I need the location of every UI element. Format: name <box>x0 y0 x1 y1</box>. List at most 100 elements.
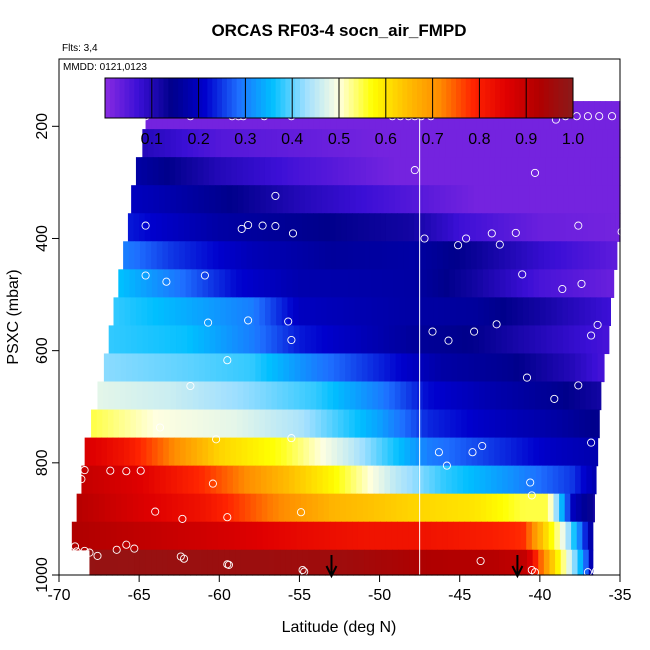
heatmap-cell <box>599 213 606 242</box>
heatmap-cell <box>552 465 559 495</box>
sample-point <box>530 168 540 177</box>
heatmap-cell <box>242 409 249 439</box>
heatmap-cell <box>327 381 334 411</box>
heatmap-cell <box>601 157 608 186</box>
colorbar-swatch <box>553 78 559 118</box>
heatmap-cell <box>507 129 514 158</box>
heatmap-cell <box>607 297 611 327</box>
heatmap-cell <box>218 549 225 576</box>
heatmap-cell <box>140 269 147 298</box>
heatmap-cell <box>329 521 337 551</box>
heatmap-cell <box>115 353 122 383</box>
heatmap-cell <box>599 241 607 270</box>
colorbar-tick-label: 0.9 <box>515 131 537 148</box>
heatmap-cell <box>320 437 327 467</box>
heatmap-cell <box>112 437 119 467</box>
heatmap-cell <box>244 493 252 523</box>
heatmap-cell <box>465 549 472 576</box>
heatmap-cell <box>567 157 575 186</box>
heatmap-cell <box>546 185 553 214</box>
heatmap-cell <box>103 381 110 411</box>
colorbar-swatch <box>261 78 267 118</box>
heatmap-cell <box>139 521 146 551</box>
sample-point <box>595 112 604 121</box>
heatmap-cell <box>568 325 575 355</box>
colorbar-tick-label: 0.8 <box>468 131 490 148</box>
heatmap-cell <box>142 185 149 214</box>
heatmap-cell <box>593 213 600 242</box>
heatmap-cell <box>317 493 325 523</box>
heatmap-cell <box>538 241 545 270</box>
heatmap-cell <box>381 437 389 467</box>
heatmap-cell <box>454 437 462 467</box>
heatmap-cell <box>274 549 281 576</box>
sample-point <box>244 316 253 325</box>
heatmap-cell <box>509 213 516 242</box>
heatmap-cell <box>303 437 310 467</box>
sample-point <box>487 229 496 238</box>
heatmap-cell <box>96 409 103 439</box>
heatmap-cell <box>187 325 194 355</box>
heatmap-cell <box>325 241 332 270</box>
heatmap-cell <box>208 409 216 439</box>
heatmap-cell <box>238 465 245 495</box>
colorbar-swatch <box>514 78 520 118</box>
heatmap-cell <box>170 185 177 214</box>
heatmap-cell <box>494 157 502 186</box>
heatmap-cell <box>226 381 233 411</box>
colorbar-swatch <box>124 78 130 118</box>
heatmap-cell <box>278 493 285 523</box>
heatmap-cell <box>138 493 145 523</box>
heatmap-cell <box>399 409 406 439</box>
heatmap-cell <box>316 129 323 158</box>
heatmap-cell <box>318 521 325 551</box>
heatmap-cell <box>483 157 490 186</box>
heatmap-cell <box>527 437 535 467</box>
sample-point <box>141 221 150 230</box>
heatmap-cell <box>188 465 195 495</box>
heatmap-cell <box>215 381 222 411</box>
heatmap-cell <box>500 409 507 439</box>
heatmap-cell <box>355 325 362 355</box>
heatmap-cell <box>535 381 542 411</box>
heatmap-cell <box>251 521 258 551</box>
heatmap-cell <box>590 409 597 439</box>
heatmap-cell <box>148 465 155 495</box>
heatmap-cell <box>478 157 485 186</box>
heatmap-cell <box>178 521 185 551</box>
colorbar-swatch <box>509 78 516 118</box>
heatmap-cell <box>468 465 475 495</box>
heatmap-cell <box>466 297 474 327</box>
sample-point <box>476 556 485 566</box>
heatmap-cell <box>276 381 284 411</box>
heatmap-cell <box>143 465 150 495</box>
heatmap-cell <box>201 241 208 270</box>
heatmap-cell <box>484 325 491 355</box>
heatmap-cell <box>164 325 171 355</box>
heatmap-cell <box>324 213 331 242</box>
heatmap-cell <box>518 185 525 214</box>
heatmap-cell <box>150 213 157 242</box>
heatmap-cell <box>204 353 212 383</box>
heatmap-cell <box>415 437 422 467</box>
heatmap-cell <box>361 325 368 355</box>
heatmap-cell <box>482 241 489 270</box>
heatmap-cell <box>428 129 435 158</box>
heatmap-cell <box>238 353 245 383</box>
heatmap-cell <box>571 549 579 576</box>
heatmap-cell <box>532 241 539 270</box>
heatmap-cell <box>264 269 271 298</box>
heatmap-cell <box>163 437 170 467</box>
heatmap-cell <box>172 213 180 242</box>
heatmap-cell <box>422 409 429 439</box>
heatmap-cell <box>604 213 611 242</box>
heatmap-cell <box>230 437 237 467</box>
heatmap-cell <box>176 465 184 495</box>
heatmap-cell <box>351 493 358 523</box>
heatmap-cell <box>333 185 340 214</box>
heatmap-cell <box>453 213 460 242</box>
heatmap-cell <box>611 269 615 298</box>
heatmap-cell <box>240 241 248 270</box>
heatmap-cell <box>276 409 283 439</box>
heatmap-cell <box>373 493 381 523</box>
